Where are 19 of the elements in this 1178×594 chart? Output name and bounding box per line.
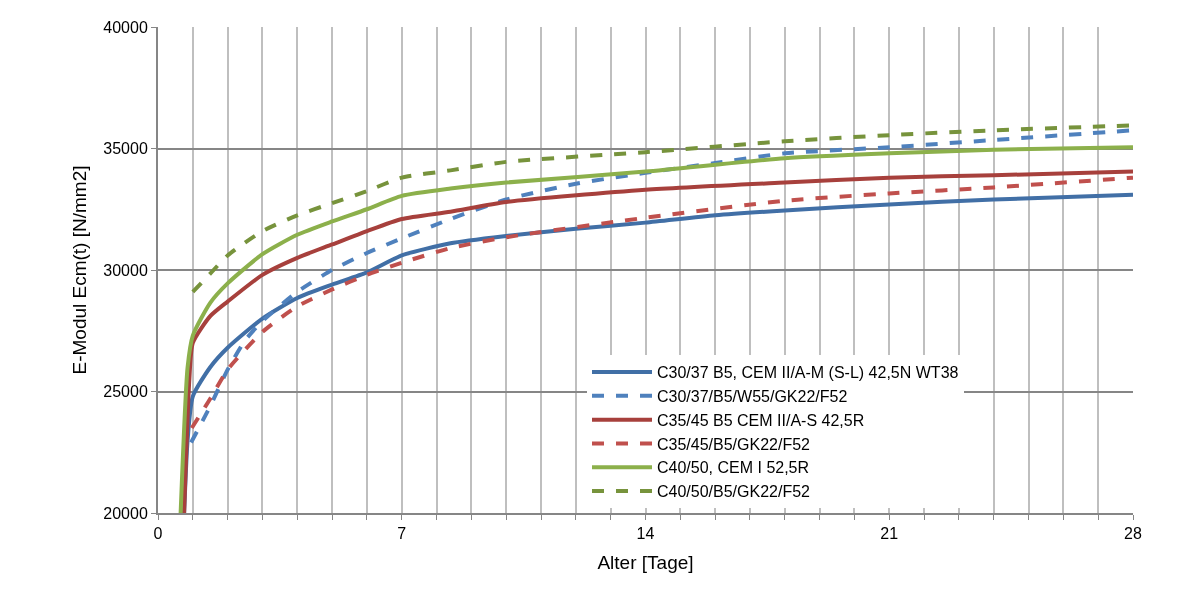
y-tick-label: 20000 (103, 504, 148, 522)
x-tick-label: 28 (1124, 525, 1142, 543)
x-axis-title: Alter [Tage] (597, 551, 694, 573)
y-tick-label: 35000 (103, 140, 148, 158)
y-tick-label: 25000 (103, 383, 148, 401)
legend-label: C40/50, CEM I 52,5R (657, 459, 810, 477)
y-tick-label: 30000 (103, 261, 148, 279)
legend-label: C35/45 B5 CEM II/A-S 42,5R (657, 411, 865, 429)
legend-label: C40/50/B5/GK22/F52 (657, 483, 811, 501)
y-axis-title: E-Modul Ecm(t) [N/mm2] (68, 165, 90, 375)
legend-label: C35/45/B5/GK22/F52 (657, 435, 811, 453)
x-tick-label: 14 (636, 525, 655, 543)
legend-label: C30/37/B5/W55/GK22/F52 (657, 388, 848, 406)
legend-label: C30/37 B5, CEM II/A-M (S-L) 42,5N WT38 (657, 364, 959, 382)
x-tick-label: 21 (880, 525, 899, 543)
x-tick-label: 0 (153, 525, 163, 543)
line-series (189, 175, 1133, 430)
x-tick-label: 7 (397, 525, 407, 543)
y-tick-label: 40000 (103, 18, 148, 36)
